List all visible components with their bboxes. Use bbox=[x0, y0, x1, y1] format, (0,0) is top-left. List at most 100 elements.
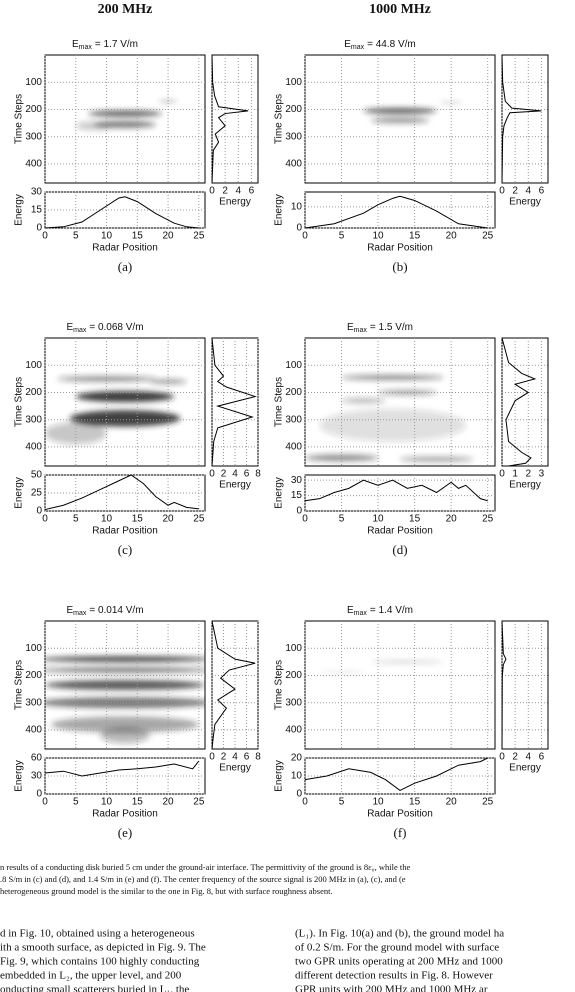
y-tick-label: 30 bbox=[291, 475, 303, 486]
x-tick-label: 6 bbox=[244, 469, 250, 480]
y-tick-label: 100 bbox=[285, 77, 302, 88]
y-tick-label: 0 bbox=[296, 223, 302, 234]
y-tick-label: 400 bbox=[285, 159, 302, 170]
emax-label: Emax = 1.7 V/m bbox=[72, 39, 138, 51]
axis-label: Radar Position bbox=[367, 243, 433, 254]
x-tick-label: 6 bbox=[244, 752, 250, 763]
y-tick-label: 200 bbox=[285, 104, 302, 115]
x-tick-label: 0 bbox=[209, 469, 215, 480]
emax-label: Emax = 44.8 V/m bbox=[344, 39, 416, 51]
caption-line: .8 S/m in (c) and (d), and 1.4 S/m in (e… bbox=[0, 874, 406, 884]
emax-sub: max bbox=[73, 610, 87, 617]
x-tick-label: 15 bbox=[409, 231, 421, 242]
x-tick-label: 6 bbox=[539, 186, 545, 197]
x-tick-label: 6 bbox=[539, 752, 545, 763]
side-energy-line bbox=[211, 620, 256, 750]
axis-label: Time Steps bbox=[274, 660, 285, 710]
x-tick-label: 0 bbox=[499, 186, 505, 197]
y-tick-label: 15 bbox=[291, 490, 303, 501]
x-tick-label: 20 bbox=[163, 231, 175, 242]
x-tick-label: 20 bbox=[163, 797, 175, 808]
x-tick-label: 0 bbox=[499, 752, 505, 763]
heatmap-frame bbox=[44, 54, 206, 184]
body-line: d in Fig. 10, obtained using a heterogen… bbox=[0, 928, 195, 940]
axis-label: Energy bbox=[219, 197, 251, 208]
x-tick-label: 2 bbox=[221, 752, 227, 763]
caption-line: heterogeneous ground model is the simila… bbox=[0, 886, 333, 896]
y-tick-label: 200 bbox=[285, 387, 302, 398]
y-tick-label: 20 bbox=[291, 753, 303, 764]
heatmap-frame bbox=[304, 337, 496, 467]
x-tick-label: 15 bbox=[132, 231, 144, 242]
y-tick-label: 400 bbox=[25, 725, 42, 736]
energy-line bbox=[44, 760, 200, 777]
x-tick-label: 5 bbox=[73, 797, 79, 808]
emax-value: = 1.4 V/m bbox=[370, 605, 413, 616]
x-tick-label: 0 bbox=[302, 231, 308, 242]
x-tick-label: 25 bbox=[193, 231, 205, 242]
heatmap-blob bbox=[341, 375, 444, 380]
y-tick-label: 60 bbox=[31, 753, 43, 764]
y-tick-label: 30 bbox=[31, 187, 43, 198]
emax-sub: max bbox=[73, 327, 87, 334]
heatmap-blob bbox=[45, 422, 107, 445]
heatmap-blob bbox=[51, 716, 199, 733]
y-tick-label: 0 bbox=[36, 789, 42, 800]
heatmap-frame bbox=[304, 620, 496, 750]
axis-label: Radar Position bbox=[367, 809, 433, 820]
x-tick-label: 20 bbox=[163, 514, 175, 525]
body-line: GPR units with 200 MHz and 1000 MHz ar bbox=[295, 984, 488, 992]
y-tick-label: 25 bbox=[31, 488, 43, 499]
x-tick-label: 5 bbox=[339, 514, 345, 525]
energy-line bbox=[304, 195, 488, 229]
emax-sub: max bbox=[354, 610, 368, 617]
heatmap-blob bbox=[45, 697, 205, 709]
y-tick-label: 50 bbox=[31, 470, 43, 481]
y-tick-label: 300 bbox=[285, 131, 302, 142]
y-tick-label: 100 bbox=[25, 77, 42, 88]
emax-value: = 44.8 V/m bbox=[367, 39, 416, 50]
emax-sub: max bbox=[351, 44, 365, 51]
y-tick-label: 0 bbox=[296, 506, 302, 517]
x-tick-label: 2 bbox=[512, 186, 518, 197]
emax-label: Emax = 0.014 V/m bbox=[66, 605, 143, 617]
side-energy-line bbox=[211, 337, 257, 467]
y-tick-label: 200 bbox=[25, 670, 42, 681]
x-tick-label: 20 bbox=[446, 514, 458, 525]
y-tick-label: 300 bbox=[25, 414, 42, 425]
panel-label: (a) bbox=[118, 259, 132, 274]
axis-label: Energy bbox=[219, 763, 251, 774]
x-tick-label: 8 bbox=[255, 469, 261, 480]
y-tick-label: 400 bbox=[25, 159, 42, 170]
emax-symbol: E bbox=[347, 322, 354, 333]
caption-line: n results of a conducting disk buried 5 … bbox=[0, 862, 410, 872]
energy-line bbox=[44, 474, 199, 511]
y-tick-label: 300 bbox=[285, 414, 302, 425]
body-line: ith a smooth surface, as depicted in Fig… bbox=[0, 942, 206, 954]
axis-label: Radar Position bbox=[92, 809, 158, 820]
x-tick-label: 15 bbox=[132, 514, 144, 525]
y-tick-label: 200 bbox=[285, 670, 302, 681]
heatmap-blob bbox=[100, 727, 150, 744]
x-tick-label: 0 bbox=[499, 469, 505, 480]
y-tick-label: 200 bbox=[25, 104, 42, 115]
x-tick-label: 5 bbox=[339, 231, 345, 242]
y-tick-label: 0 bbox=[36, 223, 42, 234]
x-tick-label: 0 bbox=[42, 231, 48, 242]
y-tick-label: 300 bbox=[285, 697, 302, 708]
heatmap-blob bbox=[440, 101, 463, 104]
y-tick-label: 15 bbox=[31, 205, 43, 216]
axis-label: Time Steps bbox=[14, 377, 25, 427]
x-tick-label: 8 bbox=[255, 752, 261, 763]
y-tick-label: 100 bbox=[25, 643, 42, 654]
emax-symbol: E bbox=[66, 322, 73, 333]
x-tick-label: 6 bbox=[249, 186, 255, 197]
x-tick-label: 25 bbox=[193, 514, 205, 525]
emax-value: = 1.7 V/m bbox=[95, 39, 138, 50]
y-tick-label: 10 bbox=[291, 201, 303, 212]
axis-label: Radar Position bbox=[367, 526, 433, 537]
y-tick-label: 0 bbox=[36, 506, 42, 517]
panel-label: (f) bbox=[394, 825, 407, 840]
x-tick-label: 20 bbox=[446, 797, 458, 808]
